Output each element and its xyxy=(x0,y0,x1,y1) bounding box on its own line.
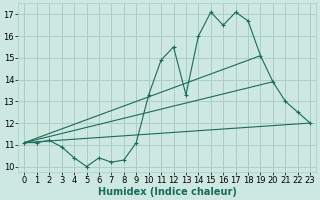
X-axis label: Humidex (Indice chaleur): Humidex (Indice chaleur) xyxy=(98,187,237,197)
